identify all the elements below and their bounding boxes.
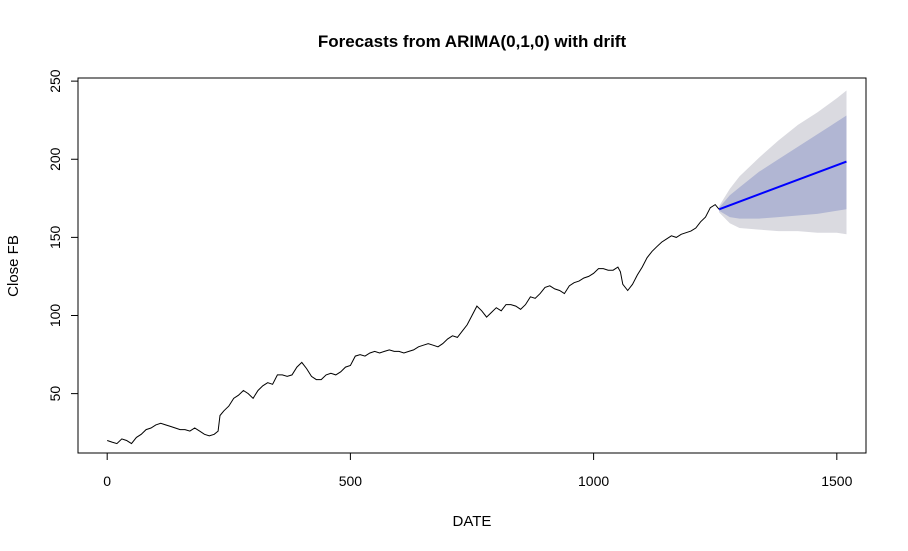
- y-tick-label: 100: [47, 304, 63, 328]
- x-axis: 0 500 1000 1500: [103, 452, 853, 489]
- chart-title: Forecasts from ARIMA(0,1,0) with drift: [318, 32, 627, 51]
- x-tick-label: 0: [103, 473, 111, 489]
- y-tick-label: 200: [47, 147, 63, 171]
- x-tick-label: 500: [339, 473, 363, 489]
- y-axis-label: Close FB: [5, 235, 22, 297]
- x-tick-label: 1000: [578, 473, 609, 489]
- y-axis: 50 100 150 200 250: [47, 69, 79, 402]
- plot-frame: [77, 77, 867, 454]
- plot-area: [107, 90, 847, 445]
- forecast-series-line: [718, 160, 847, 211]
- y-tick-label: 250: [47, 69, 63, 93]
- y-tick-label: 50: [47, 386, 63, 402]
- history-series-line: [107, 203, 720, 445]
- y-tick-label: 150: [47, 225, 63, 249]
- x-tick-label: 1500: [821, 473, 852, 489]
- x-axis-label: DATE: [453, 513, 492, 530]
- interval-80-band: [719, 115, 847, 219]
